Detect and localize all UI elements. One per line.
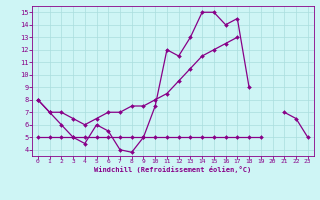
X-axis label: Windchill (Refroidissement éolien,°C): Windchill (Refroidissement éolien,°C)	[94, 166, 252, 173]
